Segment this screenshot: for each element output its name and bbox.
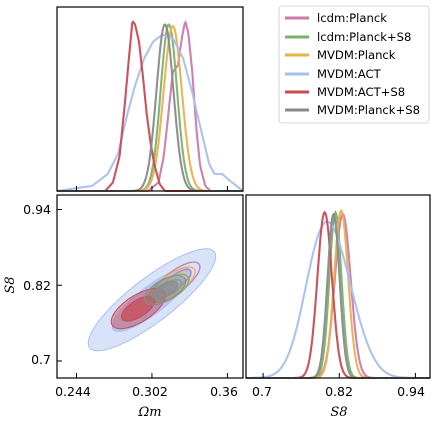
x-axis-label-s8: S8 bbox=[330, 405, 347, 420]
s8-marginal-panel bbox=[246, 209, 430, 380]
y-axis-label-s8: S8 bbox=[3, 276, 18, 293]
omega-m-marginal-panel bbox=[56, 19, 244, 193]
om-tick-label: 0.302 bbox=[132, 384, 168, 399]
s8-tick-label: 0.82 bbox=[325, 384, 353, 399]
s8-marginal-frame bbox=[245, 194, 431, 379]
omega-m-marginal-frame bbox=[56, 6, 244, 192]
legend-entry: lcdm:Planck bbox=[317, 11, 387, 25]
legend: lcdm:Planck lcdm:Planck+S8 MVDM:Planck M… bbox=[278, 5, 430, 124]
s8-y-tick-label: 0.82 bbox=[23, 278, 51, 293]
omega-m-marginal-curve bbox=[57, 24, 243, 193]
legend-entry: MVDM:Planck+S8 bbox=[317, 103, 420, 117]
omega-m-marginal-curve bbox=[56, 33, 244, 193]
joint-contour-panel bbox=[87, 248, 217, 352]
legend-entry: MVDM:ACT bbox=[317, 67, 382, 81]
contour-68 bbox=[121, 295, 156, 322]
joint-panel-frame bbox=[56, 194, 244, 379]
legend-entry: MVDM:ACT+S8 bbox=[317, 85, 405, 99]
contour-68 bbox=[151, 280, 179, 300]
s8-y-tick-label: 0.94 bbox=[23, 202, 51, 217]
om-tick-label: 0.244 bbox=[55, 384, 91, 399]
s8-tick-label: 0.7 bbox=[252, 384, 272, 399]
om-tick-label: 0.36 bbox=[210, 384, 238, 399]
legend-entry: lcdm:Planck+S8 bbox=[317, 30, 411, 44]
x-axis-label-omega-m: Ωm bbox=[137, 405, 161, 420]
legend-entry: MVDM:Planck bbox=[317, 48, 396, 62]
s8-tick-label: 0.94 bbox=[397, 384, 425, 399]
s8-y-tick-label: 0.7 bbox=[31, 352, 51, 367]
